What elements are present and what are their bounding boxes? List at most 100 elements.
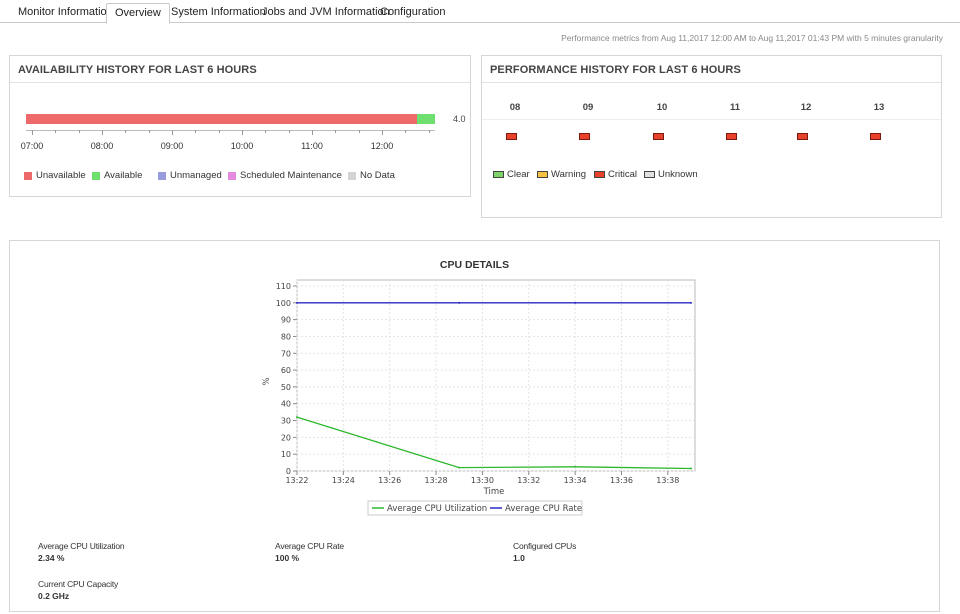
series-point-1	[458, 301, 461, 304]
availability-minor-tick	[195, 130, 197, 133]
y-tick-label: 0	[286, 467, 291, 476]
x-tick-label: 13:34	[564, 476, 587, 485]
x-axis-label: Time	[483, 487, 505, 497]
critical-status-08[interactable]	[506, 133, 517, 140]
y-tick-label: 30	[281, 417, 291, 426]
stat-configured-cpus-label: Configured CPUs	[513, 541, 577, 551]
y-tick-label: 110	[276, 282, 291, 291]
y-tick-label: 100	[276, 299, 291, 308]
availability-tick-label: 07:00	[20, 141, 44, 151]
y-axis-label: %	[262, 377, 272, 385]
availability-title: AVAILABILITY HISTORY FOR LAST 6 HOURS	[10, 56, 470, 83]
availability-tick-label: 12:00	[370, 141, 394, 151]
cpu-chart: 0 10 20 30 40 50 60 70 80 90 100 110 13:22 13:24 13:26…	[262, 279, 696, 516]
availability-tick	[172, 130, 173, 135]
metrics-note: Performance metrics from Aug 11,2017 12:…	[561, 33, 943, 43]
x-tick-label: 13:32	[517, 476, 540, 485]
performance-title: PERFORMANCE HISTORY FOR LAST 6 HOURS	[482, 56, 941, 83]
legend-label: Warning	[551, 169, 587, 180]
y-tick-label: 70	[281, 349, 291, 358]
legend-swatch-critical	[594, 171, 605, 178]
hour-label: 13	[873, 102, 885, 113]
legend-unavailable: Unavailable	[24, 170, 86, 181]
series-point-1	[690, 301, 692, 304]
availability-minor-tick	[55, 130, 57, 133]
legend-clear: Clear	[493, 169, 530, 180]
legend-unmanaged: Unmanaged	[158, 170, 222, 181]
availability-bar[interactable]	[26, 114, 435, 124]
availability-bar-available[interactable]	[417, 114, 435, 124]
y-tick-label: 50	[281, 383, 291, 392]
stat-avg-cpu-utilization-value: 2.34 %	[38, 553, 65, 563]
critical-status-09[interactable]	[579, 133, 590, 140]
legend-label: Critical	[608, 169, 638, 180]
legend-no-data: No Data	[348, 170, 395, 181]
hour-label: 10	[656, 102, 668, 113]
availability-minor-tick	[265, 130, 267, 133]
tab-bar: Monitor Information Overview System Info…	[0, 0, 960, 24]
series-point-0	[690, 467, 692, 470]
y-tick-label: 40	[281, 400, 291, 409]
series-point-0	[574, 465, 577, 468]
availability-tick-label: 08:00	[90, 141, 114, 151]
availability-minor-tick	[125, 130, 127, 133]
availability-tick	[312, 130, 313, 135]
availability-value: 4.0	[453, 114, 466, 124]
legend-label: Unmanaged	[170, 170, 222, 181]
stat-avg-cpu-utilization-label: Average CPU Utilization	[38, 541, 125, 551]
stat-avg-cpu-rate-label: Average CPU Rate	[275, 541, 344, 551]
tab-overview[interactable]: Overview	[106, 3, 170, 24]
critical-status-12[interactable]	[797, 133, 808, 140]
tab-configuration[interactable]: Configuration	[380, 6, 446, 18]
x-tick-label: 13:22	[285, 476, 308, 485]
legend-scheduled-maintenance: Scheduled Maintenance	[228, 170, 342, 181]
legend-swatch-warning	[537, 171, 548, 178]
tab-system-information[interactable]: System Information	[171, 6, 266, 18]
legend-label: Scheduled Maintenance	[240, 170, 342, 181]
availability-minor-tick	[78, 130, 80, 133]
critical-status-11[interactable]	[726, 133, 737, 140]
legend-swatch-available	[92, 171, 100, 180]
availability-panel: AVAILABILITY HISTORY FOR LAST 6 HOURS 4.…	[9, 55, 471, 197]
series-point-0	[458, 466, 461, 469]
x-tick-label: 13:38	[656, 476, 679, 485]
critical-status-13[interactable]	[870, 133, 881, 140]
availability-tick-label: 09:00	[160, 141, 184, 151]
y-tick-label: 20	[281, 433, 291, 442]
performance-panel: PERFORMANCE HISTORY FOR LAST 6 HOURS 08 …	[481, 55, 942, 218]
hour-label: 11	[729, 102, 741, 113]
availability-minor-tick	[428, 130, 430, 133]
stat-current-cpu-capacity-value: 0.2 GHz	[38, 591, 70, 601]
tab-jobs-and-jvm-information[interactable]: Jobs and JVM Information	[262, 6, 390, 18]
stat-configured-cpus-value: 1.0	[513, 553, 525, 563]
availability-tick	[242, 130, 243, 135]
stat-current-cpu-capacity-label: Current CPU Capacity	[38, 579, 119, 589]
series-point-1	[296, 301, 298, 304]
series-line-0	[296, 416, 692, 470]
availability-minor-tick	[405, 130, 407, 133]
legend-swatch-clear	[493, 171, 504, 178]
x-tick-label: 13:36	[610, 476, 633, 485]
legend-swatch-scheduled-maintenance	[228, 171, 236, 180]
x-tick-label: 13:28	[425, 476, 448, 485]
legend-label: No Data	[360, 170, 395, 181]
availability-tick-label: 11:00	[301, 141, 323, 151]
legend-series-label: Average CPU Rate	[505, 504, 582, 514]
legend-critical: Critical	[594, 169, 637, 180]
legend-warning: Warning	[537, 169, 586, 180]
availability-tick	[382, 130, 383, 135]
cpu-details-title: CPU DETAILS	[439, 259, 510, 271]
critical-status-10[interactable]	[653, 133, 664, 140]
x-tick-label: 13:26	[378, 476, 401, 485]
stat-avg-cpu-rate-value: 100 %	[275, 553, 300, 563]
legend-unknown: Unknown	[644, 169, 698, 180]
tab-monitor-information[interactable]: Monitor Information	[18, 6, 113, 18]
y-tick-label: 80	[281, 332, 291, 341]
x-tick-label: 13:30	[471, 476, 494, 485]
hour-label: 08	[509, 102, 521, 113]
availability-tick-label: 10:00	[230, 141, 254, 151]
performance-divider	[482, 119, 941, 120]
availability-tick	[102, 130, 103, 135]
series-point-1	[574, 301, 577, 304]
availability-axis	[26, 130, 435, 131]
